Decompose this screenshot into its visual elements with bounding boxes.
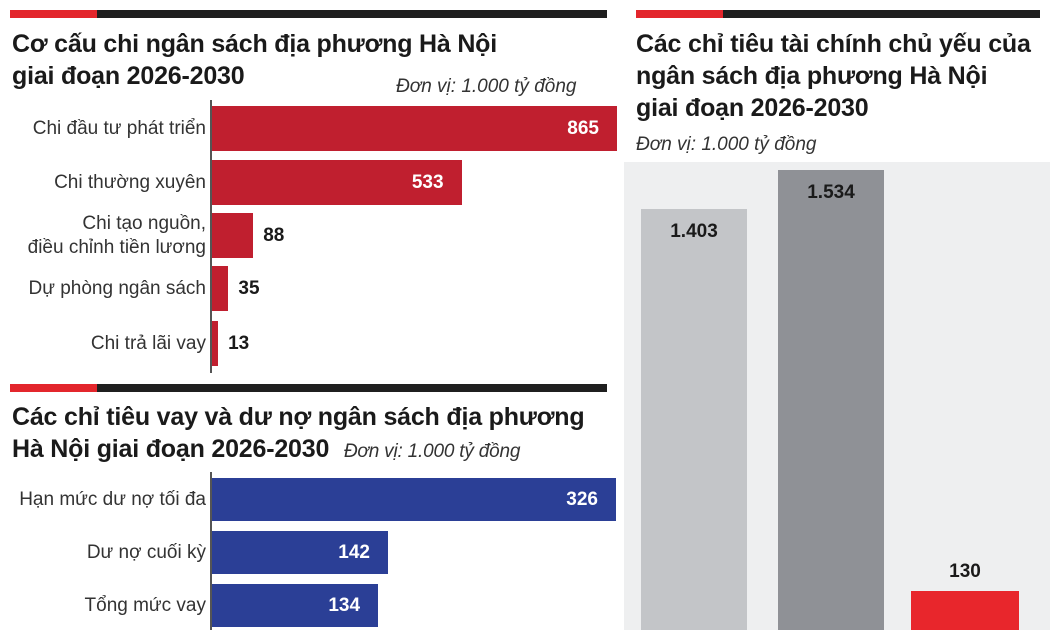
- loans-axis: [210, 472, 212, 630]
- spending-unit-label: Đơn vị: 1.000 tỷ đồng: [396, 76, 577, 97]
- spending-bar: [212, 321, 219, 366]
- spending-bar: [212, 160, 462, 205]
- loans-title-line: Hà Nội giai đoạn 2026-2030 Đơn vị: 1.000…: [12, 433, 584, 468]
- spending-category-label: Chi đầu tư phát triển: [32, 117, 206, 139]
- loans-chart-title: Các chỉ tiêu vay và dư nợ ngân sách địa …: [12, 401, 585, 468]
- spending-value-label: 533: [411, 171, 444, 193]
- financial-title-line: ngân sách địa phương Hà Nội: [636, 62, 988, 90]
- loans-unit-label: Đơn vị: 1.000 tỷ đồng: [343, 441, 521, 462]
- spending-category-label: Chi tạo nguồn, điều chỉnh tiền lương: [27, 212, 206, 258]
- loans-bar: [212, 478, 616, 521]
- section-divider-spending: [10, 10, 607, 18]
- section-divider-loans: [10, 384, 607, 392]
- loans-bar: [212, 531, 388, 574]
- loans-value-label: 142: [338, 541, 370, 563]
- spending-value-label: 88: [263, 224, 285, 246]
- loans-value-label: 134: [328, 594, 361, 616]
- financial-unit-label: Đơn vị: 1.000 tỷ đồng: [636, 134, 817, 155]
- financial-column: [778, 170, 884, 630]
- spending-value-label: 35: [238, 277, 260, 299]
- section-divider-financial: [636, 10, 1040, 18]
- spending-title-line: Cơ cấu chi ngân sách địa phương Hà Nội: [12, 30, 498, 58]
- loans-bar: [212, 584, 379, 627]
- loans-value-label: 326: [566, 488, 598, 510]
- loans-category-label: Dư nợ cuối kỳ: [86, 541, 206, 563]
- spending-bar: [212, 213, 254, 258]
- financial-title-line: giai đoạn 2026-2030: [636, 94, 869, 122]
- spending-category-label: Dự phòng ngân sách: [28, 277, 206, 299]
- financial-column: [641, 209, 747, 630]
- spending-value-label: 865: [567, 117, 599, 139]
- spending-bar: [212, 106, 617, 151]
- spending-value-label: 13: [228, 332, 250, 354]
- spending-category-label: Chi thường xuyên: [54, 171, 206, 193]
- financial-value-label: 1.403: [670, 221, 718, 243]
- spending-category-label: Chi trả lãi vay: [90, 332, 206, 354]
- spending-chart-title: Cơ cấu chi ngân sách địa phương Hà Nội g…: [12, 28, 497, 92]
- loans-title-line: Các chỉ tiêu vay và dư nợ ngân sách địa …: [12, 403, 585, 431]
- spending-axis: [210, 100, 212, 373]
- financial-column: [911, 591, 1019, 630]
- financial-value-label: 1.534: [807, 182, 855, 203]
- loans-category-label: Tổng mức vay: [84, 594, 206, 616]
- financial-value-label: 130: [949, 561, 981, 583]
- financial-title-line: Các chỉ tiêu tài chính chủ yếu của: [636, 30, 1031, 58]
- loans-category-label: Hạn mức dư nợ tối đa: [19, 488, 206, 510]
- spending-bar: [212, 266, 229, 311]
- loans-title-line-2: Hà Nội giai đoạn 2026-2030: [12, 435, 330, 463]
- financial-chart-title: Các chỉ tiêu tài chính chủ yếu của ngân …: [636, 28, 1031, 124]
- spending-title-line: giai đoạn 2026-2030: [12, 62, 245, 90]
